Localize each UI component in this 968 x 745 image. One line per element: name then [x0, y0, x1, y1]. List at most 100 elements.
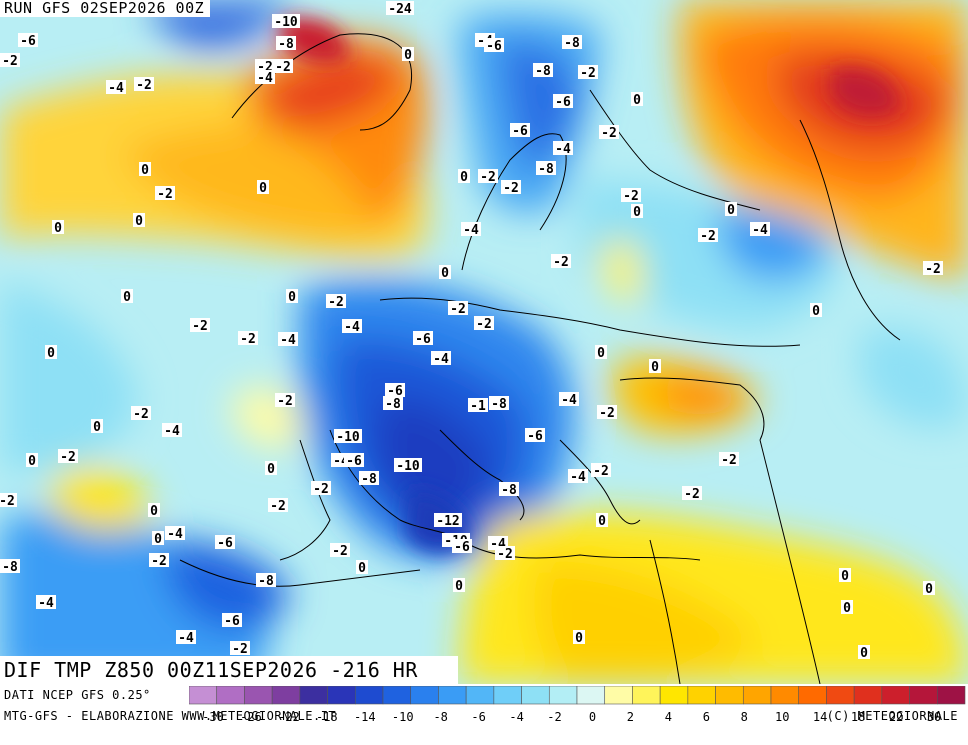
contour-label-box [489, 396, 509, 410]
contour-label-text: -6 [346, 454, 362, 469]
color-scale-legend: -30 -26 -22 -18 -14 -10 -8 -6 -4 -2 0 2 4 6 8 10 14 18 22 3… [189, 686, 966, 724]
contour-label-box [257, 180, 269, 194]
color-scale-tick-label: 14 [813, 710, 827, 724]
contour-value-label: -8 [383, 396, 403, 412]
contour-label-text: 0 [460, 170, 468, 185]
color-scale-swatch [382, 686, 412, 705]
contour-value-label: -10 [334, 429, 362, 445]
copyright-label: (C) METEOGIORNALE [826, 709, 958, 723]
contour-label-box [453, 578, 465, 592]
contour-label-text: 0 [267, 462, 275, 477]
contour-value-label: 0 [91, 419, 103, 435]
contour-label-text: -6 [387, 384, 403, 399]
contour-label-box [448, 301, 468, 315]
contour-value-label: -2 [599, 125, 619, 141]
contour-value-label: -4 [553, 141, 573, 157]
contour-label-text: -4 [164, 424, 180, 439]
color-scale-tick-label: -6 [471, 710, 485, 724]
color-scale-swatch [493, 686, 522, 705]
contour-label-text: -2 [450, 302, 466, 317]
color-scale-swatch [216, 686, 245, 705]
contour-label-box [439, 265, 451, 279]
contour-value-label: 0 [52, 220, 64, 236]
contour-label-box [839, 568, 851, 582]
contour-label-text: 0 [259, 181, 267, 196]
color-scale-tick-label: -22 [278, 710, 300, 724]
contour-label-text: -6 [512, 124, 528, 139]
contour-label-text: -6 [527, 429, 543, 444]
color-scale-swatch [909, 686, 938, 705]
contour-label-text: 0 [358, 561, 366, 576]
contour-label-box [256, 573, 276, 587]
color-scale-tick-label: 18 [851, 710, 865, 724]
contour-value-label: 0 [573, 630, 585, 646]
contour-label-box [434, 513, 462, 527]
contour-label-box [595, 345, 607, 359]
contour-label-box [255, 59, 275, 73]
contour-label-box [923, 261, 943, 275]
color-scale-swatch [798, 686, 827, 705]
color-scale-swatch [521, 686, 550, 705]
contour-label-box [326, 294, 346, 308]
contour-label-box [36, 595, 56, 609]
contour-label-box [268, 498, 288, 512]
contour-value-label: 0 [458, 169, 470, 185]
contour-value-label: -6 [484, 38, 504, 54]
contour-label-text: 0 [598, 514, 606, 529]
contour-value-label: -6 [510, 123, 530, 139]
color-scale-swatch [715, 686, 744, 705]
contour-label-box [386, 1, 414, 15]
contour-label-text: -10 [274, 15, 298, 30]
coastlines [179, 33, 901, 684]
contour-label-box [682, 486, 702, 500]
contour-label-box [190, 318, 210, 332]
contour-label-box [383, 396, 403, 410]
color-scale-swatch [576, 686, 606, 705]
color-scale-swatch [632, 686, 661, 705]
color-scale-swatch [770, 686, 800, 705]
contour-label-box [750, 222, 770, 236]
contour-label-text: -2 [2, 54, 18, 69]
contour-label-text: 0 [288, 290, 296, 305]
contour-label-box [91, 419, 103, 433]
contour-value-label: -2 [149, 553, 169, 569]
contour-value-label: -8 [562, 35, 582, 51]
contour-label-text: -4 [463, 223, 479, 238]
color-scale-swatch [299, 686, 328, 705]
contour-label-box [559, 392, 579, 406]
contour-label-text: -2 [553, 255, 569, 270]
contour-label-text: -4 [167, 527, 183, 542]
contour-label-box [58, 449, 78, 463]
contour-value-label: -4 [165, 526, 185, 542]
color-scale-tick-label: 4 [665, 710, 672, 724]
contour-value-label: -2 [0, 493, 17, 509]
contour-value-label: -12 [434, 513, 462, 529]
contour-label-text: -2 [497, 547, 513, 562]
contour-label-box [719, 452, 739, 466]
color-scale-swatch [548, 686, 578, 705]
contour-label-text: 0 [123, 290, 131, 305]
contour-label-text: 0 [860, 646, 868, 661]
contour-value-label: -2 [551, 254, 571, 270]
contour-value-label: -2 [923, 261, 943, 277]
contour-label-box [344, 453, 364, 467]
contour-value-label: -2 [230, 641, 250, 657]
contour-label-text: -8 [278, 37, 294, 52]
contour-label-box [698, 228, 718, 242]
contour-label-box [385, 383, 405, 397]
contour-label-box [121, 289, 133, 303]
contour-label-text: -2 [60, 450, 76, 465]
contour-label-box [923, 581, 935, 595]
contour-label-box [413, 331, 433, 345]
contour-value-label: -2 [682, 486, 702, 502]
contour-label-box [330, 543, 350, 557]
contour-value-label: -8 [533, 63, 553, 79]
contour-label-box [152, 531, 164, 545]
contour-label-text: -8 [501, 483, 517, 498]
contour-label-box [276, 36, 296, 50]
contour-label-box [275, 393, 295, 407]
contour-label-box [106, 80, 126, 94]
contour-value-label: -2 [591, 463, 611, 479]
contour-label-box [272, 14, 300, 28]
contour-label-box [596, 513, 608, 527]
